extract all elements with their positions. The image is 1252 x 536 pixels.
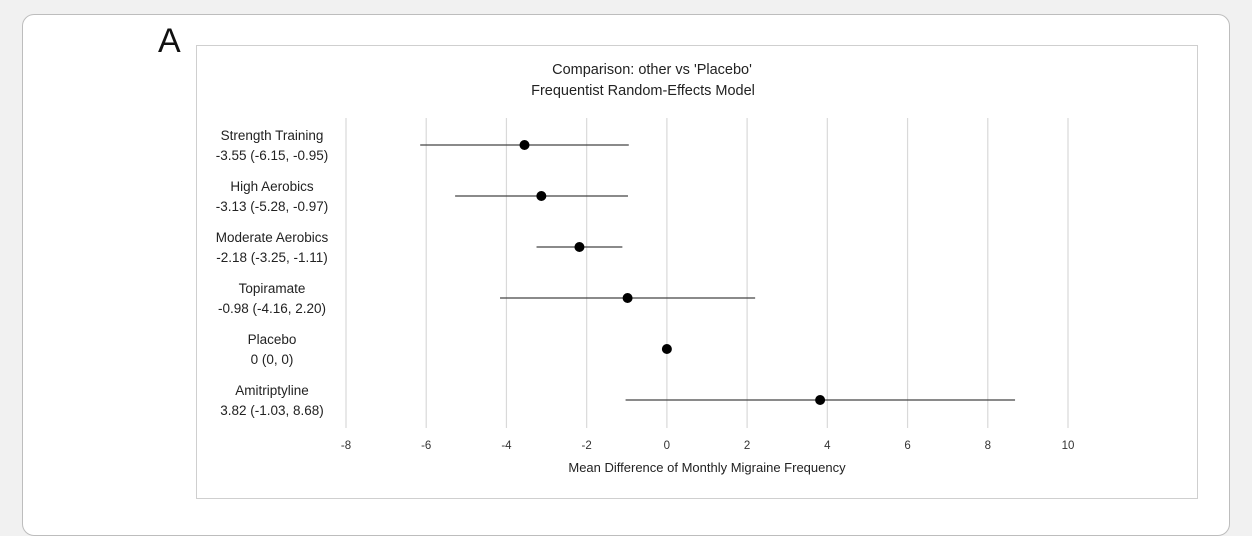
- chart-frame: [196, 45, 1198, 499]
- row-estimate-label: -3.55 (-6.15, -0.95): [216, 148, 329, 163]
- confidence-intervals: [420, 144, 1016, 401]
- x-tick-label: 8: [985, 440, 991, 452]
- point-estimate: [622, 293, 633, 303]
- x-tick-label: 6: [904, 440, 910, 452]
- row-name-label: Strength Training: [221, 128, 324, 143]
- point-estimate: [519, 140, 530, 150]
- row-estimate-label: -2.18 (-3.25, -1.11): [216, 250, 328, 265]
- x-tick-label: 0: [664, 440, 670, 452]
- panel-label: A: [158, 22, 181, 60]
- x-tick-label: 10: [1062, 440, 1075, 452]
- forest-plot: Strength Training -3.55 (-6.15, -0.95) Hig…: [216, 62, 1075, 475]
- x-tick-label: -2: [582, 440, 592, 452]
- x-tick-labels: -8 -6 -4 -2 0 2 4 6 8 10: [341, 440, 1075, 452]
- x-tick-label: 4: [824, 440, 831, 452]
- x-axis-label: Mean Difference of Monthly Migraine Freq…: [568, 460, 846, 475]
- x-tick-label: -8: [341, 440, 351, 452]
- point-estimate: [536, 191, 547, 201]
- point-estimate: [661, 344, 672, 354]
- row-labels: Strength Training -3.55 (-6.15, -0.95) Hig…: [216, 128, 329, 418]
- point-estimate: [574, 242, 585, 252]
- row-estimate-label: 0 (0, 0): [251, 352, 294, 367]
- row-name-label: High Aerobics: [230, 179, 314, 194]
- chart-title: Comparison: other vs 'Placebo': [552, 62, 752, 78]
- row-name-label: Topiramate: [239, 281, 306, 296]
- chart-subtitle: Frequentist Random-Effects Model: [531, 83, 755, 99]
- row-estimate-label: 3.82 (-1.03, 8.68): [220, 403, 324, 418]
- row-estimate-label: -3.13 (-5.28, -0.97): [216, 199, 329, 214]
- x-tick-label: -4: [501, 440, 512, 452]
- row-name-label: Moderate Aerobics: [216, 230, 329, 245]
- point-estimate: [815, 395, 826, 405]
- x-tick-label: 2: [744, 440, 750, 452]
- gridlines: [345, 118, 1069, 428]
- row-name-label: Placebo: [248, 332, 297, 347]
- x-tick-label: -6: [421, 440, 431, 452]
- point-estimates: [519, 140, 826, 405]
- row-estimate-label: -0.98 (-4.16, 2.20): [218, 301, 326, 316]
- row-name-label: Amitriptyline: [235, 383, 309, 398]
